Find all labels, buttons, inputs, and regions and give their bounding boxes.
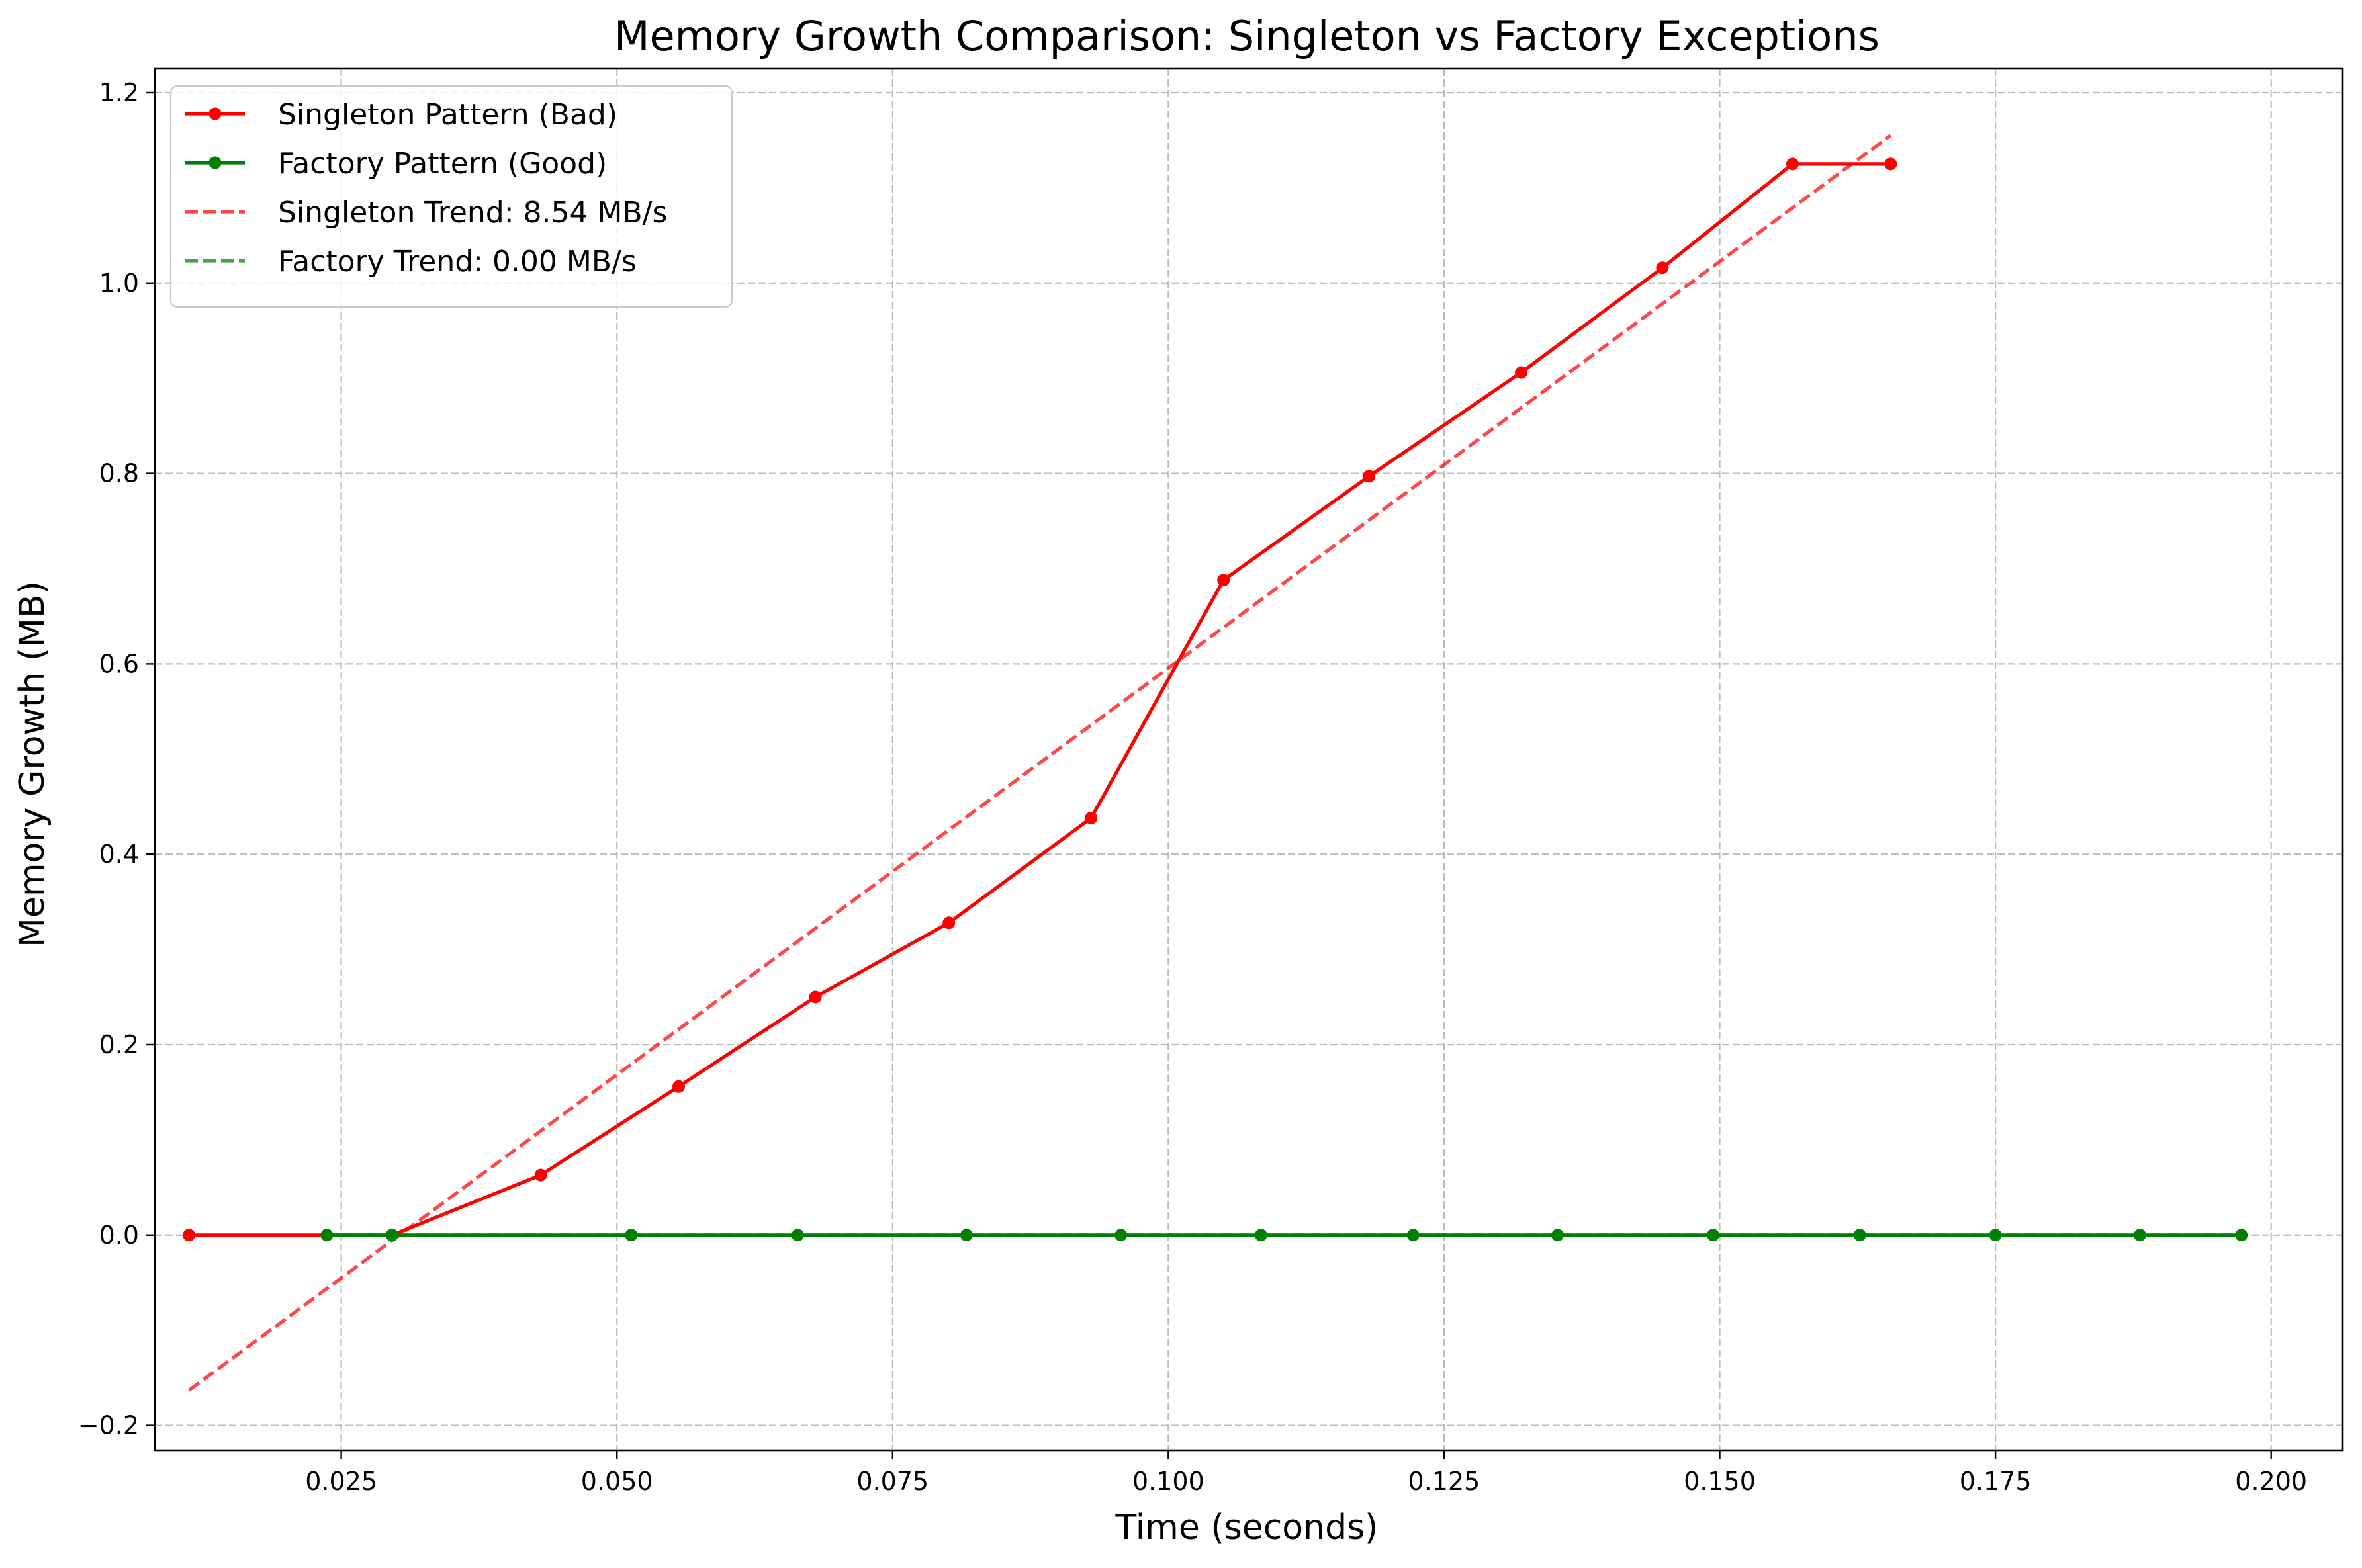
data-point (1254, 1229, 1267, 1242)
y-tick-label: 0.2 (99, 1030, 139, 1059)
series-layer (183, 134, 2248, 1392)
data-point (1707, 1229, 1720, 1242)
data-point (960, 1229, 973, 1242)
data-point (1551, 1229, 1565, 1242)
y-tick-label: 0.4 (99, 840, 139, 869)
x-tick-label: 0.025 (305, 1467, 377, 1496)
data-point (1656, 261, 1669, 275)
chart-title: Memory Growth Comparison: Singleton vs F… (614, 12, 1880, 60)
legend-label: Factory Pattern (Good) (278, 147, 607, 181)
data-point (1884, 157, 1897, 171)
legend-label: Factory Trend: 0.00 MB/s (278, 245, 637, 279)
series-0 (183, 157, 1897, 1242)
data-point (672, 1080, 686, 1093)
x-axis: 0.025 0.050 0.075 0.100 0.125 0.150 0.175 0.200 (305, 1450, 2307, 1496)
x-tick-label: 0.200 (2235, 1467, 2307, 1496)
data-point (942, 916, 956, 930)
legend-marker (208, 107, 222, 120)
y-tick-label: −0.2 (78, 1411, 139, 1440)
data-point (1363, 470, 1376, 483)
data-point (1085, 811, 1098, 824)
legend-entry: Factory Pattern (Good) (185, 147, 607, 181)
legend-label: Singleton Pattern (Bad) (278, 98, 617, 132)
series-line (189, 162, 1891, 1237)
x-tick-label: 0.125 (1408, 1467, 1480, 1496)
y-tick-label: 0.6 (99, 649, 139, 678)
x-tick-label: 0.150 (1684, 1467, 1756, 1496)
y-tick-label: 0.8 (99, 459, 139, 488)
y-axis-label: Memory Growth (MB) (13, 581, 52, 947)
x-axis-label: Time (seconds) (1115, 1508, 1379, 1547)
data-point (385, 1229, 398, 1242)
y-tick-label: 1.2 (99, 78, 139, 107)
data-point (1515, 366, 1528, 379)
y-tick-label: 1.0 (99, 269, 139, 298)
x-tick-label: 0.075 (856, 1467, 929, 1496)
data-point (1853, 1229, 1866, 1242)
legend-entry: Factory Trend: 0.00 MB/s (185, 245, 637, 279)
data-point (320, 1229, 334, 1242)
trend-line (188, 134, 1892, 1392)
data-point (534, 1168, 547, 1182)
legend-label: Singleton Trend: 8.54 MB/s (278, 196, 667, 230)
legend-entry: Singleton Trend: 8.54 MB/s (185, 196, 667, 230)
data-point (1989, 1229, 2002, 1242)
legend: Singleton Pattern (Bad) Factory Pattern (… (169, 85, 733, 308)
data-point (1406, 1229, 1420, 1242)
y-axis: −0.2 0.0 0.2 0.4 0.6 0.8 1.0 1.2 (78, 78, 155, 1440)
data-point (1217, 574, 1230, 587)
data-point (183, 1229, 196, 1242)
data-point (1114, 1229, 1128, 1242)
data-point (2133, 1229, 2146, 1242)
legend-box (169, 85, 733, 308)
x-tick-label: 0.100 (1132, 1467, 1204, 1496)
data-point (791, 1229, 804, 1242)
x-tick-label: 0.175 (1960, 1467, 2032, 1496)
data-point (625, 1229, 638, 1242)
y-tick-label: 0.0 (99, 1221, 139, 1250)
legend-marker (208, 156, 222, 169)
data-point (2235, 1229, 2248, 1242)
data-point (1786, 157, 1799, 171)
series-2 (188, 134, 1892, 1392)
plot-frame (154, 67, 2344, 1452)
x-tick-label: 0.050 (581, 1467, 653, 1496)
data-point (809, 990, 822, 1004)
legend-entry: Singleton Pattern (Bad) (185, 98, 617, 132)
series-1 (320, 1229, 2248, 1242)
